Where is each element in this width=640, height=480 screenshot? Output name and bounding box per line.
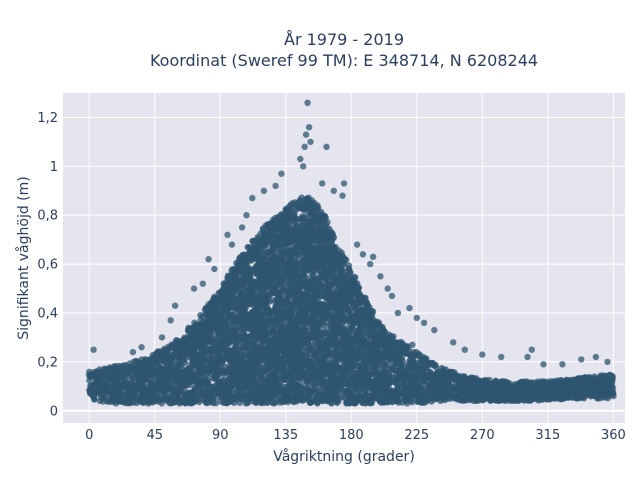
- data-point: [212, 399, 220, 407]
- data-point: [181, 359, 189, 366]
- chart-title-line2: Koordinat (Sweref 99 TM): E 348714, N 62…: [150, 51, 538, 70]
- data-point: [196, 398, 203, 406]
- chart-title-line1: År 1979 - 2019: [284, 30, 404, 49]
- data-point: [91, 396, 98, 403]
- data-points: [85, 99, 617, 407]
- data-point: [186, 381, 194, 389]
- data-point: [330, 234, 338, 241]
- data-point: [324, 219, 331, 226]
